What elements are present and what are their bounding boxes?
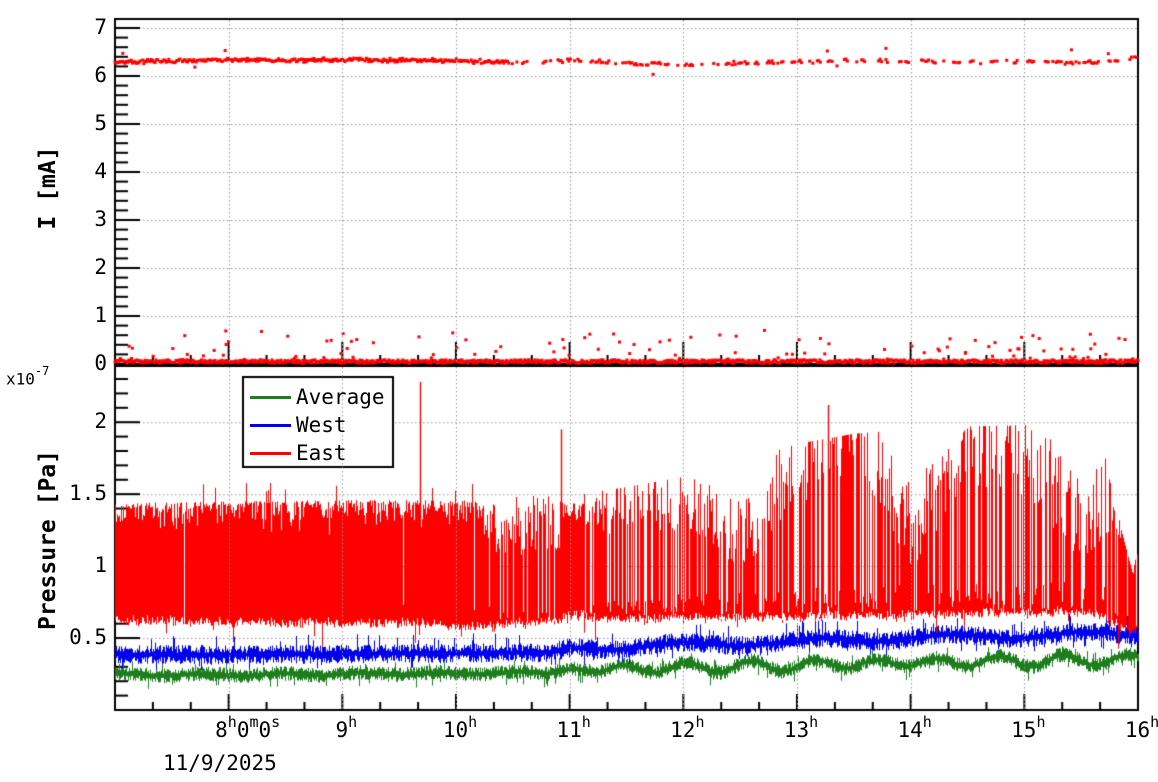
legend: Average West East (243, 377, 393, 467)
y-tick-label-bottom: 1 (94, 553, 107, 578)
x-tick-label: 16h (1124, 713, 1158, 742)
y-tick-label-top: 7 (94, 15, 107, 39)
x-tick-label: 9h (335, 713, 358, 742)
y-tick-label-top: 2 (94, 255, 107, 279)
y-tick-label-top: 6 (94, 63, 107, 87)
legend-label: West (296, 413, 347, 437)
y-tick-label-bottom: 2 (94, 409, 107, 434)
y-tick-label-top: 1 (94, 303, 107, 327)
legend-line-swatch (250, 395, 291, 399)
y-tick-label-top: 3 (94, 207, 107, 231)
x-tick-label: 12h (670, 713, 705, 742)
x-tick-label: 15h (1011, 713, 1046, 742)
y-tick-label-bottom: 0.5 (69, 625, 107, 650)
x-tick-label: 11h (556, 713, 591, 742)
legend-label: East (296, 441, 347, 465)
x-tick-label: 14h (897, 713, 932, 742)
legend-label: Average (296, 385, 385, 409)
legend-line-swatch (250, 451, 291, 455)
y-tick-label-top: 0 (94, 351, 107, 375)
x-tick-label: 13h (783, 713, 819, 742)
y-tick-label-bottom: 1.5 (69, 481, 107, 506)
y-axis-scale-exponent: x10-7 (6, 364, 50, 389)
legend-entry: East (250, 439, 347, 467)
legend-line-swatch (250, 423, 291, 427)
bottom-y-axis-title: Pressure [Pa] (35, 449, 61, 631)
x-axis-date-label: 11/9/2025 (163, 751, 277, 775)
x-tick-label: 8h0m0s (215, 713, 281, 742)
y-tick-label-top: 5 (94, 111, 107, 135)
x-tick-label: 10h (442, 713, 478, 742)
y-tick-label-top: 4 (94, 159, 107, 183)
legend-entry: West (250, 411, 347, 439)
legend-entry: Average (250, 383, 385, 411)
